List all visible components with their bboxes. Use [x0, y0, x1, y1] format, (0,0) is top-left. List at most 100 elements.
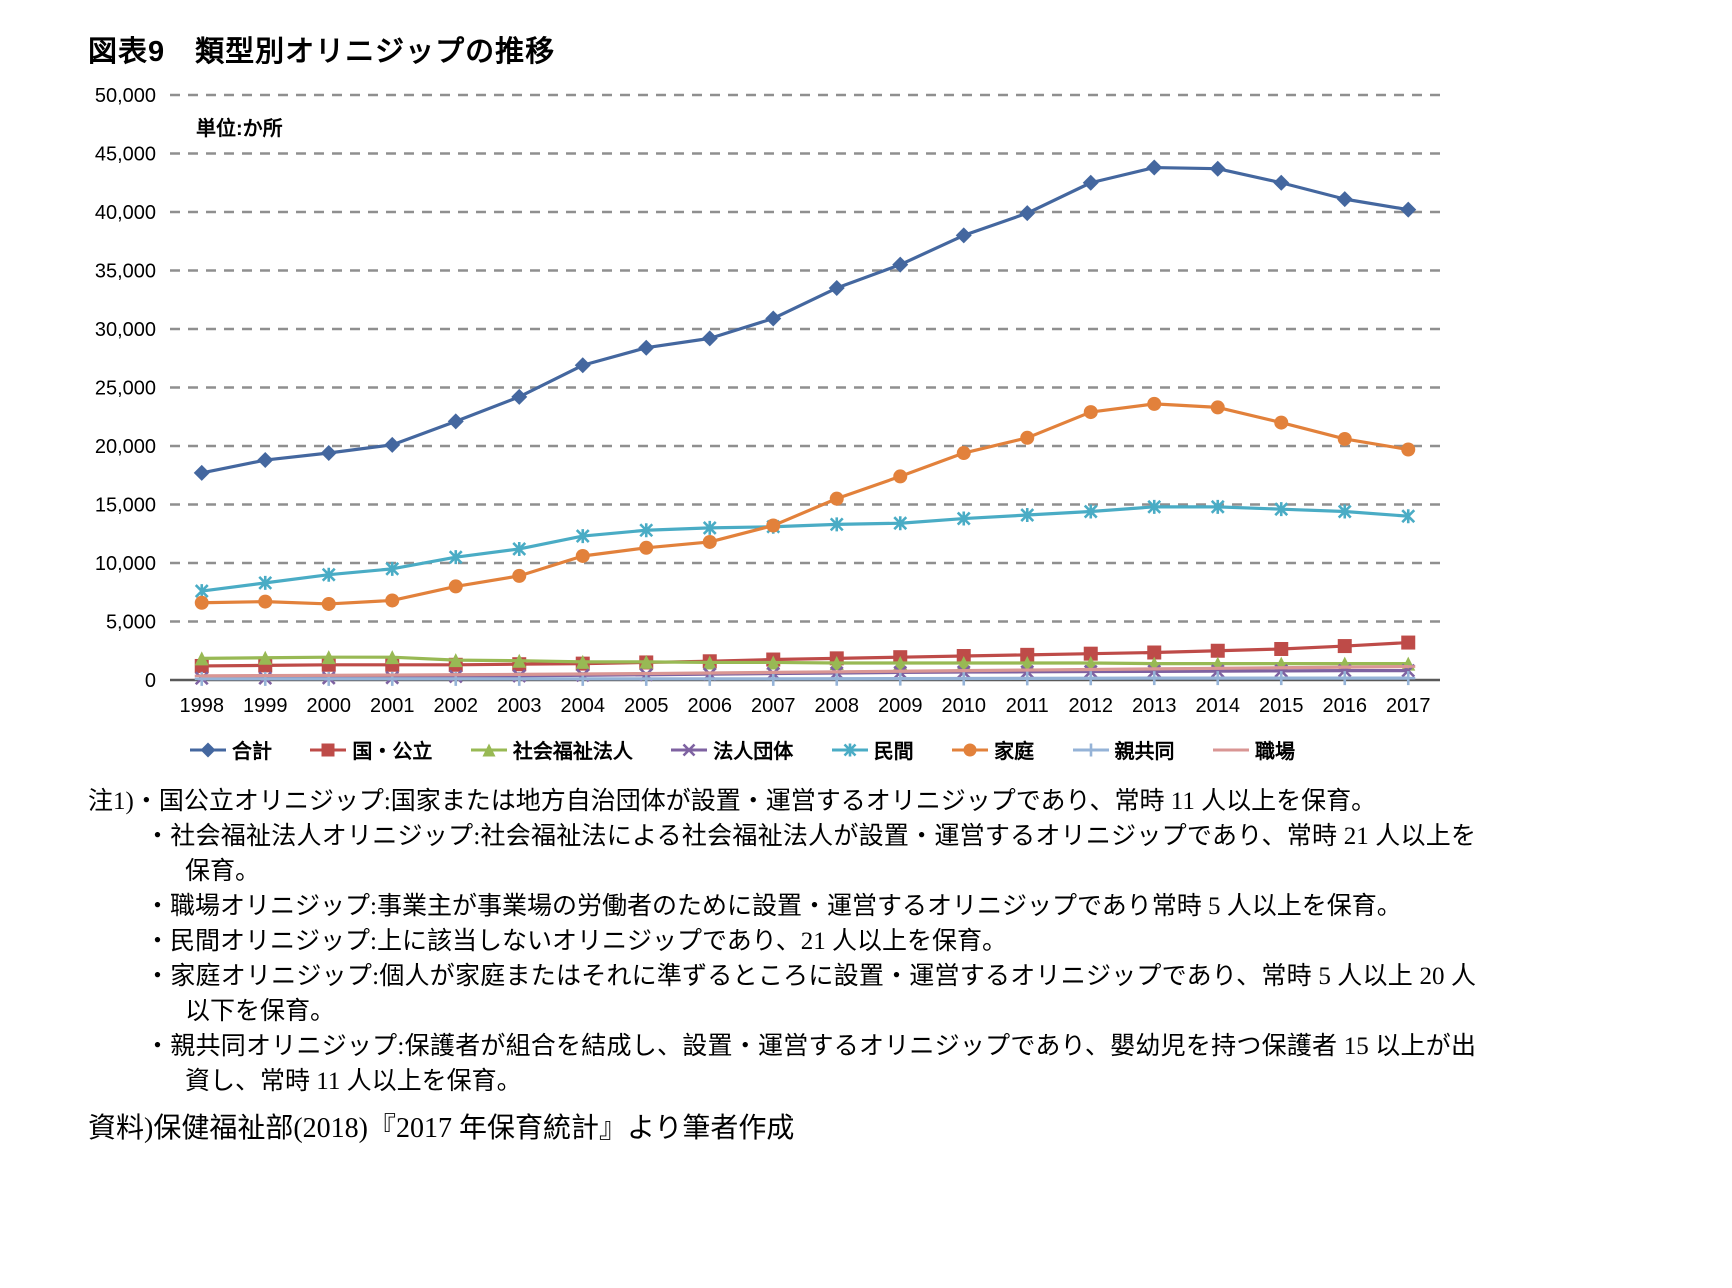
- data-point-marker: [639, 523, 654, 538]
- data-point-marker: [1084, 743, 1098, 756]
- data-point-marker: [320, 445, 337, 462]
- legend-marker-icon: [1212, 748, 1249, 751]
- data-point-marker: [828, 280, 845, 297]
- data-point-marker: [194, 584, 209, 599]
- x-tick-label: 2003: [497, 695, 542, 717]
- series-line-7: [201, 664, 1409, 678]
- legend-marker-icon: [671, 743, 708, 756]
- data-point-marker: [1401, 509, 1416, 524]
- series-line-0: [201, 165, 1409, 475]
- data-point-marker: [956, 511, 971, 526]
- data-point-marker: [1401, 442, 1416, 457]
- series-line-1: [201, 640, 1409, 668]
- data-point-marker: [956, 671, 971, 686]
- data-point-marker: [892, 256, 909, 273]
- data-point-marker: [956, 649, 971, 664]
- legend-marker-icon: [831, 743, 868, 756]
- note-line: ・社会福祉法人オリニジップ:社会福祉法による社会福祉法人が設置・運営するオリニジ…: [145, 823, 1476, 885]
- data-point-marker: [893, 656, 908, 671]
- data-point-marker: [1083, 405, 1098, 420]
- data-point-marker: [385, 650, 400, 665]
- data-point-marker: [766, 518, 781, 533]
- data-point-marker: [384, 436, 401, 453]
- data-point-marker: [1337, 431, 1352, 446]
- y-tick-label: 25,000: [95, 378, 156, 400]
- data-point-marker: [447, 413, 464, 430]
- data-point-marker: [1083, 504, 1098, 519]
- legend-marker-icon: [470, 743, 507, 756]
- legend-label: 民間: [873, 741, 914, 763]
- data-point-marker: [200, 742, 216, 757]
- legend-label: 国・公立: [352, 741, 433, 763]
- data-point-marker: [258, 594, 273, 609]
- x-tick-label: 2006: [688, 695, 733, 717]
- data-point-marker: [482, 743, 496, 756]
- legend-label: 合計: [232, 741, 272, 763]
- x-tick-label: 2000: [307, 695, 352, 717]
- x-tick-label: 2008: [815, 695, 860, 717]
- data-point-marker: [1210, 400, 1225, 415]
- data-point-marker: [1274, 671, 1289, 686]
- legend-item-4: 民間: [831, 735, 914, 764]
- x-tick-label: 1998: [180, 695, 225, 717]
- chart-legend: 合計 国・公立 社会福祉法人 法人団体 民間 家庭 親共同 職場: [190, 735, 1295, 764]
- legend-item-6: 親共同: [1072, 735, 1175, 764]
- series-line-2: [201, 655, 1409, 666]
- data-point-marker: [511, 388, 528, 405]
- data-point-marker: [321, 596, 336, 611]
- x-tick-label: 2001: [370, 695, 415, 717]
- x-tick-label: 2004: [561, 695, 606, 717]
- data-point-marker: [765, 310, 782, 327]
- data-point-marker: [956, 446, 971, 461]
- data-point-marker: [639, 654, 654, 669]
- data-point-marker: [575, 548, 590, 563]
- data-point-marker: [1020, 508, 1035, 523]
- legend-marker-icon: [1072, 743, 1109, 756]
- data-point-marker: [956, 656, 971, 671]
- y-tick-label: 50,000: [95, 85, 156, 107]
- legend-marker-icon: [190, 742, 226, 757]
- data-point-marker: [512, 568, 527, 583]
- data-point-marker: [321, 743, 335, 756]
- x-tick-label: 2005: [624, 695, 669, 717]
- x-tick-label: 2009: [878, 695, 923, 717]
- data-point-marker: [1400, 201, 1417, 218]
- data-point-marker: [257, 452, 274, 469]
- note-line: ・家庭オリニジップ:個人が家庭またはそれに準ずるところに設置・運営するオリニジッ…: [145, 963, 1476, 1025]
- legend-item-7: 職場: [1212, 735, 1295, 764]
- data-point-marker: [448, 550, 463, 565]
- data-point-marker: [575, 529, 590, 544]
- data-point-marker: [638, 339, 655, 356]
- legend-marker-icon: [310, 743, 347, 756]
- data-point-marker: [1019, 205, 1036, 222]
- data-point-marker: [702, 520, 717, 535]
- legend-item-0: 合計: [190, 735, 272, 764]
- y-tick-label: 5,000: [106, 612, 156, 634]
- y-tick-label: 35,000: [95, 261, 156, 283]
- legend-item-1: 国・公立: [310, 735, 432, 764]
- data-point-marker: [448, 653, 463, 668]
- data-point-marker: [1210, 671, 1225, 686]
- legend-item-2: 社会福祉法人: [470, 735, 633, 764]
- data-point-marker: [194, 651, 209, 666]
- x-tick-label: 1999: [243, 695, 288, 717]
- legend-label: 社会福祉法人: [512, 741, 633, 763]
- note-line: ・親共同オリニジップ:保護者が組合を結成し、設置・運営するオリニジップであり、嬰…: [145, 1033, 1476, 1095]
- data-point-marker: [1147, 499, 1162, 514]
- y-tick-label: 20,000: [95, 436, 156, 458]
- data-point-marker: [512, 653, 527, 668]
- series-line-4: [201, 505, 1409, 593]
- legend-label: 親共同: [1114, 741, 1175, 763]
- x-tick-label: 2014: [1196, 695, 1241, 717]
- legend-item-5: 家庭: [952, 735, 1034, 764]
- data-point-marker: [701, 330, 718, 347]
- legend-label: 法人団体: [713, 741, 794, 763]
- data-point-marker: [702, 534, 717, 549]
- data-point-marker: [1274, 641, 1289, 656]
- data-point-marker: [829, 517, 844, 532]
- y-tick-label: 40,000: [95, 202, 156, 224]
- data-point-marker: [1147, 645, 1162, 660]
- data-point-marker: [574, 357, 591, 374]
- data-point-marker: [1147, 671, 1162, 686]
- data-point-marker: [1147, 396, 1162, 411]
